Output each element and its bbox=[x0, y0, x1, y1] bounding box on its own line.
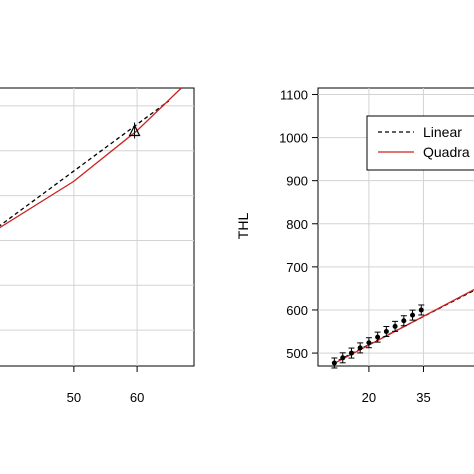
data-point bbox=[366, 340, 372, 346]
x-tick-label: 20 bbox=[362, 390, 376, 405]
legend-quadratic-label: Quadra bbox=[423, 144, 470, 160]
left-plot-frame bbox=[0, 87, 195, 367]
data-point bbox=[375, 334, 381, 340]
title-fragment bbox=[58, 0, 228, 8]
left-chart-panel: 50 60 bbox=[0, 87, 195, 405]
legend-box bbox=[366, 115, 474, 171]
data-point bbox=[418, 307, 424, 313]
data-point bbox=[348, 350, 354, 356]
y-tick-label: 1000 bbox=[279, 131, 308, 146]
legend-linear-label: Linear bbox=[423, 124, 462, 140]
y-tick-label: 700 bbox=[286, 260, 308, 275]
data-point bbox=[331, 360, 337, 366]
left-grid bbox=[0, 88, 194, 366]
x-tick-label: 60 bbox=[130, 390, 144, 405]
right-y-axis-label: THL bbox=[235, 213, 251, 240]
data-point bbox=[401, 318, 407, 324]
right-x-ticks: 20 35 bbox=[362, 366, 431, 405]
left-x-ticks: 50 60 bbox=[67, 366, 144, 405]
series-line-quadratic bbox=[0, 87, 182, 229]
data-point bbox=[392, 323, 398, 329]
y-tick-label: 500 bbox=[286, 346, 308, 361]
right-points bbox=[331, 304, 425, 369]
data-point bbox=[340, 355, 346, 361]
y-tick-label: 900 bbox=[286, 174, 308, 189]
series-line-linear bbox=[0, 100, 170, 227]
right-legend: Linear Quadra bbox=[366, 115, 474, 171]
y-tick-label: 1100 bbox=[280, 87, 308, 102]
data-point bbox=[383, 329, 389, 335]
y-tick-label: 800 bbox=[286, 217, 308, 232]
x-tick-label: 35 bbox=[416, 390, 430, 405]
left-series bbox=[0, 87, 182, 229]
y-tick-label: 600 bbox=[286, 303, 308, 318]
data-point bbox=[357, 345, 363, 351]
data-point bbox=[410, 312, 416, 318]
right-plot-frame bbox=[317, 87, 474, 367]
right-y-ticks: 500 600 700 800 900 1000 1100 bbox=[279, 87, 318, 361]
x-tick-label: 50 bbox=[67, 390, 81, 405]
left-points bbox=[128, 122, 141, 139]
